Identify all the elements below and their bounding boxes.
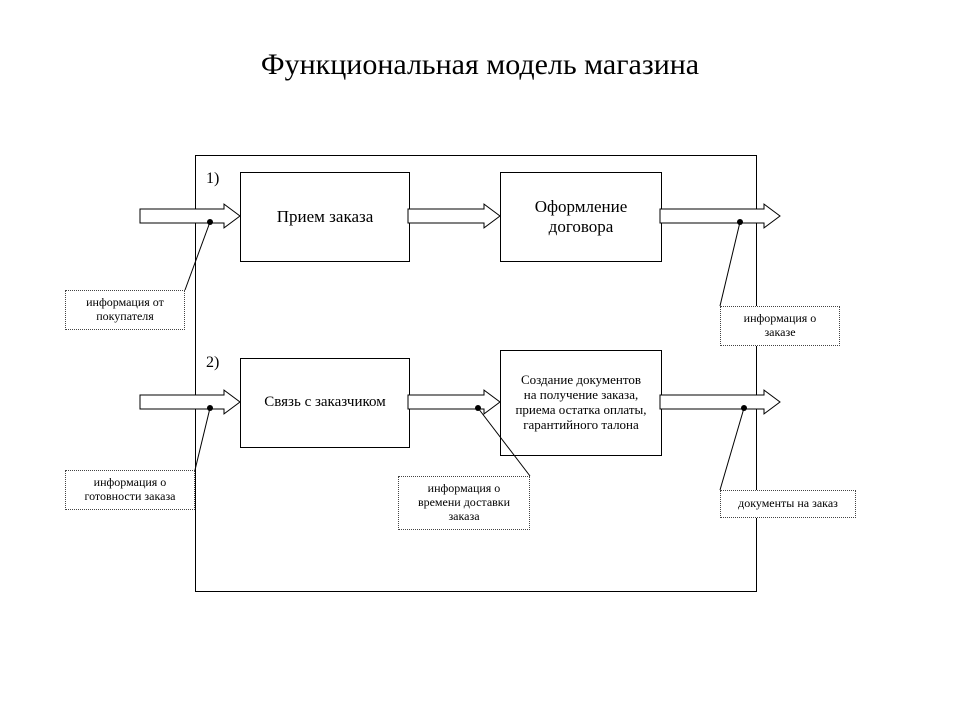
row-label-1: 1) — [206, 170, 219, 188]
diagram-canvas: { "canvas": { "width": 960, "height": 72… — [0, 0, 960, 720]
box-create-docs: Создание документовна получение заказа,п… — [500, 350, 662, 456]
note-delivery-time: информация овремени доставкизаказа — [398, 476, 530, 530]
box-contact-customer: Связь с заказчиком — [240, 358, 410, 448]
note-buyer-info: информация отпокупателя — [65, 290, 185, 330]
note-order-docs: документы на заказ — [720, 490, 856, 518]
note-order-info: информация озаказе — [720, 306, 840, 346]
box-contract: Оформлениедоговора — [500, 172, 662, 262]
row-label-2: 2) — [206, 354, 219, 372]
box-receive-order: Прием заказа — [240, 172, 410, 262]
note-readiness-info: информация оготовности заказа — [65, 470, 195, 510]
diagram-title: Функциональная модель магазина — [0, 48, 960, 82]
